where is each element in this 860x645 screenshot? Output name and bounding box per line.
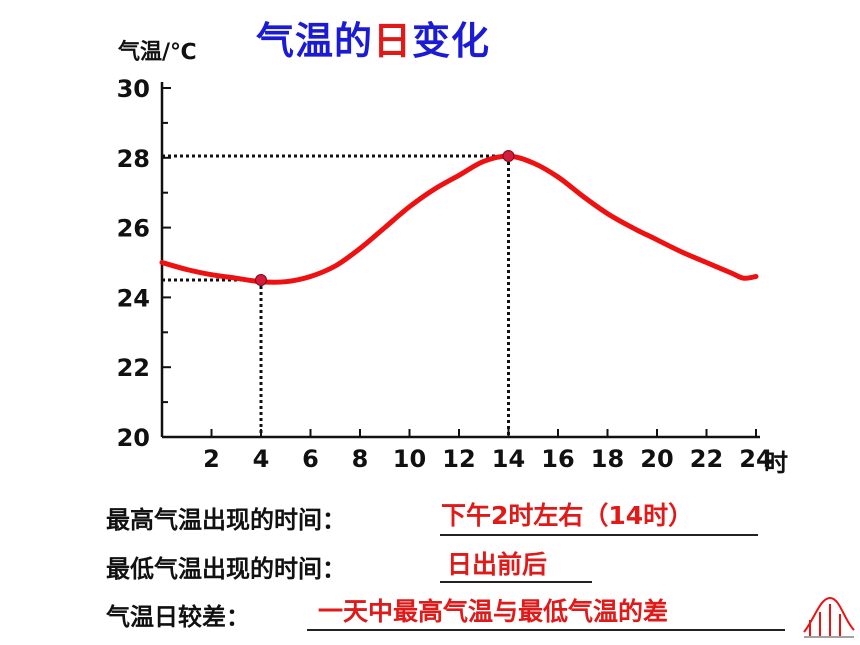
title-part3: 变化: [412, 19, 491, 63]
x-tick-label: 22: [690, 445, 723, 473]
title-part1: 气温的: [256, 19, 374, 63]
y-tick-label: 26: [117, 215, 150, 243]
y-tick-label: 24: [117, 284, 150, 312]
y-tick-label: 22: [117, 354, 150, 382]
answer-underline: [307, 629, 785, 631]
x-tick-label: 16: [541, 445, 574, 473]
slide-thumbnail-icon: [803, 596, 855, 638]
curve-point: [502, 150, 515, 163]
question-label: 最低气温出现的时间：: [106, 555, 346, 583]
x-tick-label: 2: [203, 445, 220, 473]
page-title: 气温的日变化: [256, 10, 490, 65]
question-daily-range: 气温日较差：: [106, 597, 250, 632]
x-tick-label: 10: [393, 445, 426, 473]
title-part2: 日: [373, 19, 413, 63]
y-axis-label: 气温/℃: [118, 40, 197, 65]
temperature-curve: [159, 153, 759, 285]
answer-min-time: 日出前后: [447, 550, 548, 579]
x-tick-label: 6: [302, 445, 319, 473]
x-tick-label: 14: [492, 445, 525, 473]
x-tick-label: 4: [253, 445, 270, 473]
question-label: 气温日较差：: [106, 603, 250, 631]
answer-underline: [440, 581, 592, 583]
x-tick-label: 8: [352, 445, 369, 473]
question-min-time: 最低气温出现的时间：: [106, 549, 346, 584]
x-tick-label: 18: [591, 445, 624, 473]
x-axis-unit: 时: [764, 449, 788, 477]
answer-underline: [440, 534, 758, 536]
curve-point: [255, 273, 267, 286]
answer-max-time: 下午2时左右（14时）: [441, 501, 694, 530]
x-tick-label: 24: [739, 445, 772, 473]
x-tick-label: 20: [640, 445, 673, 473]
y-tick-label: 28: [117, 145, 150, 173]
answer-daily-range: 一天中最高气温与最低气温的差: [318, 597, 669, 626]
y-tick-label: 30: [117, 75, 150, 103]
x-tick-label: 12: [442, 445, 475, 473]
question-label: 最高气温出现的时间：: [106, 506, 346, 534]
question-max-time: 最高气温出现的时间：: [106, 500, 346, 535]
y-tick-label: 20: [117, 424, 150, 452]
